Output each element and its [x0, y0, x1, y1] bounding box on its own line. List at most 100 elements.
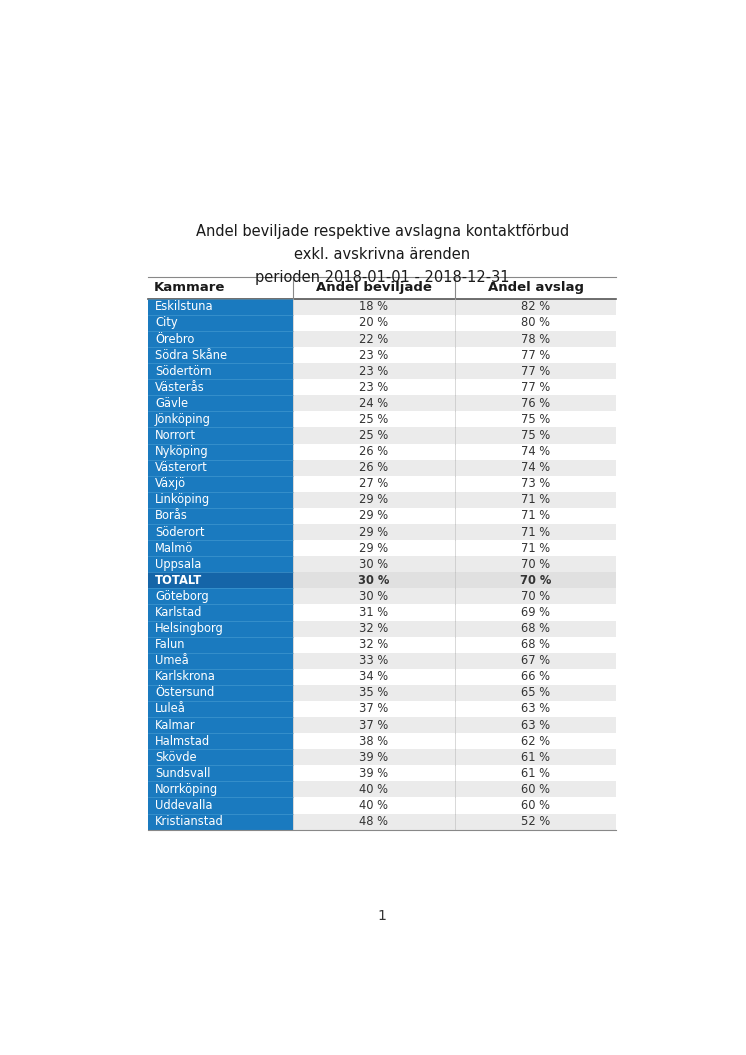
- Text: Nyköping: Nyköping: [155, 445, 209, 458]
- Bar: [148, 572, 292, 589]
- Text: 77 %: 77 %: [521, 381, 550, 394]
- Bar: [292, 507, 616, 524]
- Text: 18 %: 18 %: [359, 301, 388, 313]
- Bar: [148, 733, 292, 749]
- Text: 25 %: 25 %: [359, 413, 388, 426]
- Bar: [292, 813, 616, 829]
- Text: 33 %: 33 %: [359, 654, 388, 667]
- Text: Eskilstuna: Eskilstuna: [155, 301, 214, 313]
- Text: 48 %: 48 %: [359, 816, 388, 828]
- Text: City: City: [155, 316, 178, 329]
- Text: Gävle: Gävle: [155, 397, 188, 410]
- Text: Uppsala: Uppsala: [155, 558, 201, 571]
- Bar: [292, 669, 616, 685]
- Text: 71 %: 71 %: [521, 494, 550, 506]
- Text: 78 %: 78 %: [521, 332, 550, 346]
- Bar: [148, 492, 292, 507]
- Bar: [292, 782, 616, 798]
- Text: 29 %: 29 %: [359, 510, 388, 522]
- Bar: [292, 653, 616, 669]
- Text: 30 %: 30 %: [359, 558, 388, 571]
- Text: 76 %: 76 %: [521, 397, 550, 410]
- Text: Borås: Borås: [155, 510, 188, 522]
- Text: 40 %: 40 %: [359, 783, 388, 795]
- Bar: [292, 556, 616, 572]
- Text: Helsingborg: Helsingborg: [155, 622, 224, 635]
- Text: 75 %: 75 %: [521, 413, 550, 426]
- Text: Kalmar: Kalmar: [155, 718, 195, 731]
- Bar: [292, 636, 616, 653]
- Text: 38 %: 38 %: [359, 734, 388, 748]
- Bar: [292, 396, 616, 411]
- Text: 69 %: 69 %: [521, 606, 550, 619]
- Text: 60 %: 60 %: [521, 799, 550, 812]
- Bar: [148, 411, 292, 427]
- Text: 52 %: 52 %: [521, 816, 550, 828]
- Bar: [148, 476, 292, 492]
- Text: Uddevalla: Uddevalla: [155, 799, 213, 812]
- Bar: [148, 620, 292, 636]
- Text: 82 %: 82 %: [521, 301, 550, 313]
- Text: exkl. avskrivna ärenden: exkl. avskrivna ärenden: [294, 247, 471, 262]
- Bar: [148, 636, 292, 653]
- Text: 1: 1: [378, 909, 386, 923]
- Text: 39 %: 39 %: [359, 767, 388, 780]
- Text: Örebro: Örebro: [155, 332, 195, 346]
- Bar: [292, 765, 616, 782]
- Bar: [292, 749, 616, 765]
- Text: Söderort: Söderort: [155, 525, 204, 538]
- Bar: [148, 507, 292, 524]
- Text: 80 %: 80 %: [521, 316, 550, 329]
- Bar: [148, 331, 292, 347]
- Text: 23 %: 23 %: [359, 381, 388, 394]
- Text: 66 %: 66 %: [521, 670, 550, 684]
- Bar: [148, 556, 292, 572]
- Text: 70 %: 70 %: [521, 590, 550, 602]
- Text: Kristianstad: Kristianstad: [155, 816, 224, 828]
- Text: Andel avslag: Andel avslag: [488, 282, 583, 294]
- Bar: [292, 299, 616, 314]
- Text: 32 %: 32 %: [359, 622, 388, 635]
- Text: 65 %: 65 %: [521, 687, 550, 699]
- Text: 68 %: 68 %: [521, 622, 550, 635]
- Text: 62 %: 62 %: [521, 734, 550, 748]
- Text: 23 %: 23 %: [359, 348, 388, 362]
- Text: 26 %: 26 %: [359, 445, 388, 458]
- Text: 29 %: 29 %: [359, 525, 388, 538]
- Text: 67 %: 67 %: [521, 654, 550, 667]
- Text: Södra Skåne: Södra Skåne: [155, 348, 228, 362]
- Bar: [292, 492, 616, 507]
- Text: 31 %: 31 %: [359, 606, 388, 619]
- Bar: [292, 701, 616, 717]
- Text: Halmstad: Halmstad: [155, 734, 210, 748]
- Bar: [148, 798, 292, 813]
- Text: Kammare: Kammare: [154, 282, 225, 294]
- Text: 71 %: 71 %: [521, 510, 550, 522]
- Text: 77 %: 77 %: [521, 348, 550, 362]
- Text: Göteborg: Göteborg: [155, 590, 209, 602]
- Bar: [148, 379, 292, 396]
- Bar: [148, 347, 292, 363]
- Text: Östersund: Östersund: [155, 687, 214, 699]
- Bar: [148, 653, 292, 669]
- Text: 70 %: 70 %: [521, 558, 550, 571]
- Bar: [148, 363, 292, 379]
- Text: 40 %: 40 %: [359, 799, 388, 812]
- Text: 60 %: 60 %: [521, 783, 550, 795]
- Text: 29 %: 29 %: [359, 541, 388, 555]
- Text: Skövde: Skövde: [155, 751, 197, 764]
- Bar: [148, 460, 292, 476]
- Bar: [148, 782, 292, 798]
- Bar: [148, 685, 292, 701]
- Text: TOTALT: TOTALT: [155, 574, 202, 587]
- Text: Växjö: Växjö: [155, 477, 186, 491]
- Text: Andel beviljade respektive avslagna kontaktförbud: Andel beviljade respektive avslagna kont…: [195, 224, 569, 239]
- Text: 30 %: 30 %: [358, 574, 389, 587]
- Bar: [292, 717, 616, 733]
- Bar: [148, 396, 292, 411]
- Text: Västerort: Västerort: [155, 461, 208, 474]
- Text: 63 %: 63 %: [521, 718, 550, 731]
- Bar: [148, 314, 292, 331]
- Bar: [148, 299, 292, 314]
- Text: Malmö: Malmö: [155, 541, 193, 555]
